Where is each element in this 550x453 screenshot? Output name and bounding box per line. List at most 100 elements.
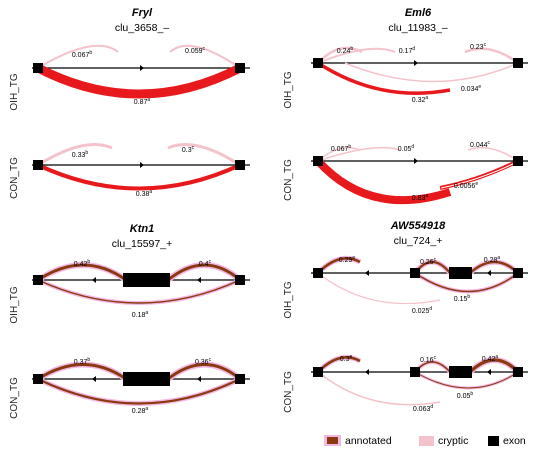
exon-block (513, 268, 523, 278)
exon-block (313, 58, 323, 68)
gene-title: AW554918 (390, 220, 446, 232)
row-oih: OIH_TG 0.24b 0.17d 0.23c 0.034e 0.32a (283, 42, 528, 109)
junction-arc-annotated (167, 263, 241, 282)
junction-value: 0.025d (412, 306, 433, 315)
row-con: CON_TG 0.33b 0.3c 0.38a (9, 142, 250, 199)
panel-fryl: Fryl clu_3658_– OIH_TG 0.067b 0.059c 0.8… (9, 7, 250, 199)
strand-arrow (365, 369, 369, 375)
junction-value: 0.067b (331, 144, 352, 153)
junction-arc-major (315, 158, 452, 205)
panel-aw554918: AW554918 clu_724_+ OIH_TG 0.29e 0.26c 0.… (283, 220, 528, 413)
strand-arrow (197, 376, 201, 382)
legend-swatch-annotated (327, 437, 338, 444)
exon-block (33, 275, 43, 285)
exon-block (313, 156, 323, 166)
junction-value: 0.29e (339, 255, 356, 264)
row-con: CON_TG 0.067b 0.05d 0.044c 0.0056e 0.83a (283, 140, 528, 205)
junction-value: 0.05d (398, 144, 415, 153)
strand-arrow (92, 277, 96, 283)
condition-label: CON_TG (9, 377, 20, 419)
junction-arc-cryptic (317, 146, 401, 162)
junction-value: 0.18a (132, 310, 149, 319)
junction-value: 0.38a (136, 189, 153, 198)
junction-arc-annotated (37, 378, 241, 405)
junction-arc-annotated (37, 363, 127, 381)
junction-arc-annotated (167, 363, 241, 381)
junction-arc-annotated (37, 263, 127, 282)
junction-value: 0.05b (457, 391, 474, 400)
strand-arrow (92, 376, 96, 382)
exon-block (410, 268, 420, 278)
exon-block (123, 372, 170, 386)
junction-value: 0.36c (195, 357, 212, 366)
junction-value: 0.28a (132, 406, 149, 415)
condition-label: OIH_TG (9, 73, 20, 110)
exon-block (313, 268, 323, 278)
strand-arrow (197, 277, 201, 283)
exon-block (410, 367, 420, 377)
cluster-id: clu_15597_+ (112, 238, 172, 250)
junction-value: 0.26c (420, 257, 437, 266)
junction-value: 0.044c (470, 140, 491, 149)
exon-block (513, 367, 523, 377)
strand-arrow (487, 270, 491, 276)
cluster-id: clu_3658_– (115, 22, 169, 34)
gene-title: Ktn1 (130, 223, 154, 235)
exon-block (449, 267, 472, 279)
exon-block (513, 58, 523, 68)
junction-value: 0.42b (74, 259, 91, 268)
row-oih: OIH_TG 0.42b 0.4c 0.18a (9, 259, 250, 324)
junction-arc-cryptic (167, 143, 241, 167)
junction-value: 0.059c (185, 46, 206, 55)
junction-value: 0.37b (74, 357, 91, 366)
condition-label: CON_TG (283, 371, 294, 413)
gene-title: Eml6 (405, 7, 432, 19)
junction-arc-gap (440, 161, 518, 189)
junction-arc-cryptic (317, 371, 441, 406)
strand-arrow (365, 270, 369, 276)
strand-arrow (414, 158, 418, 164)
junction-value: 0.4c (199, 259, 212, 268)
condition-label: OIH_TG (9, 286, 20, 323)
junction-value: 0.3e (340, 354, 353, 363)
junction-arc-major (35, 63, 243, 99)
junction-arc-cryptic (169, 44, 241, 69)
junction-value: 0.87a (134, 97, 151, 106)
legend: annotated cryptic exon (324, 435, 526, 447)
junction-arc-cryptic (467, 146, 519, 162)
junction-value: 0.063d (413, 404, 434, 413)
cluster-id: clu_724_+ (394, 235, 443, 247)
legend-swatch-exon (488, 436, 499, 446)
junction-arc-cryptic (317, 272, 441, 305)
junction-value: 0.24b (337, 46, 354, 55)
junction-value: 0.067b (72, 50, 93, 59)
exon-block (513, 156, 523, 166)
exon-block (33, 63, 43, 73)
junction-value: 0.034e (461, 84, 482, 93)
gene-title: Fryl (132, 7, 153, 19)
junction-value: 0.15b (454, 294, 471, 303)
condition-label: CON_TG (9, 157, 20, 199)
exon-block (33, 160, 43, 170)
legend-label: annotated (345, 435, 392, 447)
junction-value: 0.83a (412, 193, 429, 202)
junction-arc-cryptic (37, 44, 119, 69)
legend-swatch-cryptic (419, 436, 434, 446)
legend-label: cryptic (438, 435, 468, 447)
junction-value: 0.33b (72, 150, 89, 159)
junction-arc-cryptic (317, 47, 396, 64)
strand-arrow (487, 369, 491, 375)
junction-value: 0.0056e (454, 181, 478, 190)
row-con: CON_TG 0.37b 0.36c 0.28a (9, 357, 250, 419)
junction-value: 0.28a (484, 255, 501, 264)
legend-item-exon: exon (488, 435, 526, 447)
strand-arrow (140, 162, 144, 168)
junction-value: 0.32a (412, 95, 429, 104)
row-con: CON_TG 0.3e 0.16c 0.42a 0.05b 0.063d (283, 354, 528, 413)
condition-label: OIH_TG (283, 281, 294, 318)
junction-value: 0.3c (182, 145, 195, 154)
exon-block (313, 367, 323, 377)
junction-arc-major (37, 163, 241, 191)
junction-value: 0.42a (482, 354, 499, 363)
